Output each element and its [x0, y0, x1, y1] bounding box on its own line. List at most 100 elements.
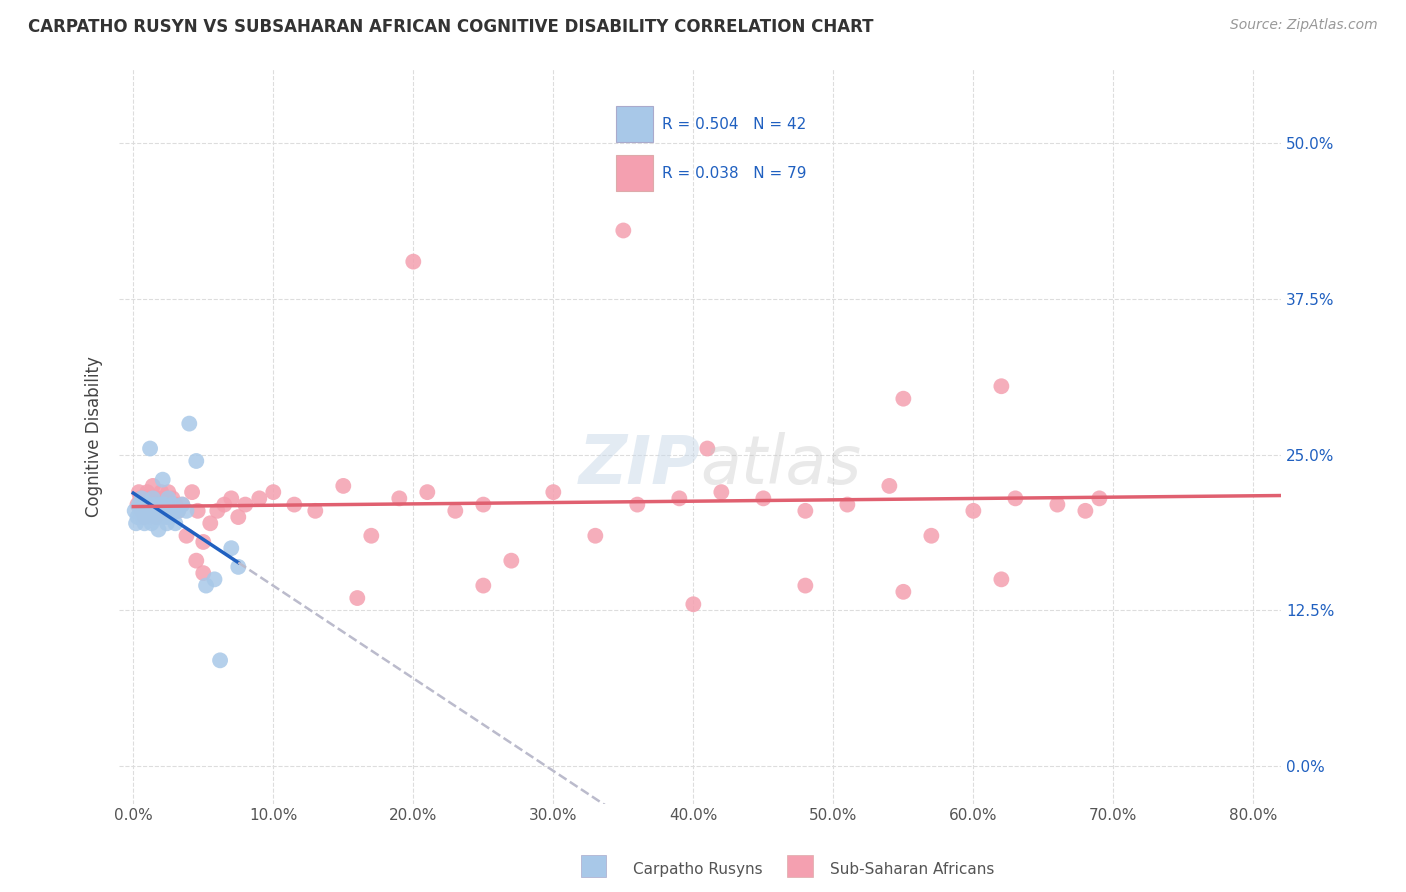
Point	[195, 578, 218, 592]
Point	[1046, 498, 1069, 512]
Point	[127, 510, 149, 524]
Point	[134, 510, 156, 524]
Point	[135, 498, 157, 512]
Point	[131, 491, 153, 506]
Text: atlas: atlas	[700, 433, 862, 499]
Point	[193, 535, 215, 549]
Text: ZIP: ZIP	[578, 433, 700, 499]
Point	[136, 504, 159, 518]
Point	[165, 516, 187, 531]
Point	[139, 442, 162, 456]
Bar	[581, 855, 606, 877]
Point	[710, 485, 733, 500]
Point	[794, 504, 817, 518]
Point	[152, 473, 174, 487]
Point	[160, 504, 183, 518]
Point	[136, 485, 159, 500]
Point	[176, 529, 198, 543]
Point	[132, 491, 155, 506]
Point	[204, 572, 226, 586]
Point	[444, 504, 467, 518]
Point	[200, 516, 222, 531]
Point	[162, 491, 184, 506]
Point	[153, 498, 176, 512]
Point	[219, 541, 242, 556]
Text: Sub-Saharan Africans: Sub-Saharan Africans	[830, 863, 994, 877]
Point	[149, 504, 172, 518]
Point	[129, 491, 152, 506]
Point	[141, 498, 163, 512]
Point	[160, 504, 183, 518]
Point	[920, 529, 942, 543]
Point	[131, 504, 153, 518]
Point	[163, 504, 186, 518]
Point	[165, 498, 187, 512]
Point	[134, 516, 156, 531]
Point	[219, 491, 242, 506]
Point	[193, 566, 215, 581]
Point	[135, 498, 157, 512]
Point	[128, 498, 150, 512]
Y-axis label: Cognitive Disability: Cognitive Disability	[86, 356, 103, 516]
Point	[186, 454, 208, 468]
Point	[167, 504, 190, 518]
Point	[129, 504, 152, 518]
Point	[142, 479, 165, 493]
Point	[155, 510, 177, 524]
Point	[157, 491, 180, 506]
Point	[152, 504, 174, 518]
Point	[167, 504, 190, 518]
Point	[138, 491, 160, 506]
Point	[626, 498, 648, 512]
Point	[226, 560, 249, 574]
Point	[149, 498, 172, 512]
Point	[153, 504, 176, 518]
Point	[283, 498, 305, 512]
Point	[146, 491, 169, 506]
Point	[187, 504, 209, 518]
Point	[172, 498, 194, 512]
Point	[142, 491, 165, 506]
Text: CARPATHO RUSYN VS SUBSAHARAN AFRICAN COGNITIVE DISABILITY CORRELATION CHART: CARPATHO RUSYN VS SUBSAHARAN AFRICAN COG…	[28, 18, 873, 36]
Point	[472, 578, 495, 592]
Point	[612, 223, 634, 237]
Point	[139, 504, 162, 518]
Bar	[787, 855, 813, 877]
Point	[138, 498, 160, 512]
Point	[146, 510, 169, 524]
Point	[124, 504, 146, 518]
Point	[247, 491, 270, 506]
Point	[226, 510, 249, 524]
Point	[159, 510, 181, 524]
Point	[304, 504, 326, 518]
Point	[472, 498, 495, 512]
Point	[152, 491, 174, 506]
Point	[139, 510, 162, 524]
Point	[172, 498, 194, 512]
Point	[346, 591, 368, 605]
Point	[148, 504, 170, 518]
Point	[186, 554, 208, 568]
Point	[209, 653, 232, 667]
Point	[157, 485, 180, 500]
Point	[176, 504, 198, 518]
Point	[214, 498, 236, 512]
Point	[837, 498, 859, 512]
Point	[162, 498, 184, 512]
Point	[682, 597, 704, 611]
Point	[879, 479, 901, 493]
Point	[1074, 504, 1097, 518]
Point	[155, 498, 177, 512]
Point	[156, 516, 179, 531]
Point	[163, 504, 186, 518]
Point	[1004, 491, 1026, 506]
Point	[332, 479, 354, 493]
Point	[262, 485, 284, 500]
Point	[145, 510, 167, 524]
Text: Carpatho Rusyns: Carpatho Rusyns	[633, 863, 762, 877]
Point	[207, 504, 229, 518]
Text: Source: ZipAtlas.com: Source: ZipAtlas.com	[1230, 18, 1378, 32]
Point	[148, 523, 170, 537]
Point	[128, 485, 150, 500]
Point	[962, 504, 984, 518]
